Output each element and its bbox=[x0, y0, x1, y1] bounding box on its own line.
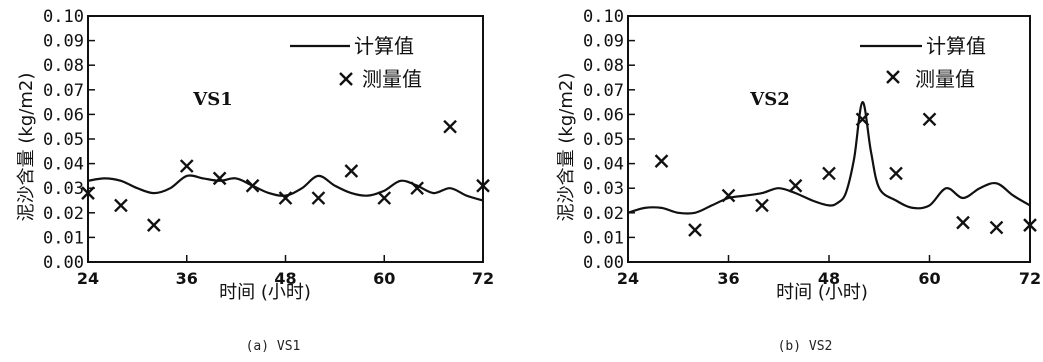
legend-label-calculated: 计算值 bbox=[354, 34, 414, 58]
data-point-measured bbox=[788, 178, 803, 193]
x-axis-title: 时间 (小时) bbox=[219, 282, 311, 303]
data-point-measured bbox=[410, 181, 425, 196]
legend-label-measured: 测量值 bbox=[362, 67, 422, 91]
data-point-measured bbox=[179, 159, 194, 173]
data-point-measured bbox=[278, 191, 293, 205]
y-tick-label: 0.09 bbox=[583, 32, 624, 52]
y-tick-label: 0.07 bbox=[583, 81, 624, 101]
x-tick-label: 72 bbox=[1019, 269, 1041, 288]
y-tick-label: 0.05 bbox=[583, 130, 624, 150]
data-point-measured bbox=[721, 188, 736, 203]
data-point-measured bbox=[922, 112, 937, 127]
data-point-measured bbox=[377, 191, 392, 205]
y-tick-label: 0.01 bbox=[43, 228, 84, 248]
y-tick-label: 0.07 bbox=[43, 81, 84, 101]
chart-title: VS1 bbox=[192, 89, 233, 110]
y-tick-label: 0.03 bbox=[43, 179, 84, 199]
data-point-measured bbox=[989, 220, 1004, 235]
caption: (a) VS1 bbox=[246, 339, 301, 354]
y-tick-label: 0.08 bbox=[583, 56, 624, 76]
y-tick-label: 0.09 bbox=[43, 32, 84, 52]
y-tick-label: 0.08 bbox=[43, 56, 84, 76]
series-line-calculated bbox=[627, 100, 1031, 215]
y-tick-label: 0.02 bbox=[43, 204, 84, 224]
x-tick-label: 36 bbox=[176, 269, 198, 288]
y-tick-label: 0.05 bbox=[43, 130, 84, 150]
y-tick-label: 0.06 bbox=[583, 105, 624, 125]
x-tick-label: 60 bbox=[373, 269, 395, 288]
y-tick-label: 0.10 bbox=[583, 7, 624, 27]
chart-panel-vs1: 泥沙含量 (kg/m2) 时间 (小时) VS1 计算值 测量值 (a) VS1… bbox=[16, 7, 494, 354]
x-axis-title: 时间 (小时) bbox=[776, 282, 868, 303]
y-axis-title: 泥沙含量 (kg/m2) bbox=[16, 73, 37, 222]
data-point-measured bbox=[81, 186, 95, 200]
y-axis-title: 泥沙含量 (kg/m2) bbox=[556, 73, 577, 222]
data-point-measured bbox=[654, 154, 669, 168]
chart-panel-vs2: 泥沙含量 (kg/m2) 时间 (小时) VS2 计算值 测量值 (b) VS2… bbox=[556, 7, 1041, 354]
y-tick-label: 0.04 bbox=[583, 155, 624, 175]
x-tick-label: 24 bbox=[617, 269, 639, 288]
data-point-measured bbox=[822, 166, 836, 181]
series-line-calculated bbox=[87, 174, 484, 202]
legend: 计算值 测量值 bbox=[290, 34, 422, 91]
data-point-measured bbox=[114, 198, 128, 213]
legend: 计算值 测量值 bbox=[860, 34, 986, 91]
legend-label-measured: 测量值 bbox=[915, 67, 975, 91]
legend-marker-swatch bbox=[886, 70, 900, 84]
plot-frame bbox=[87, 15, 484, 263]
data-point-measured bbox=[311, 191, 326, 205]
y-tick-label: 0.00 bbox=[583, 253, 624, 273]
legend-marker-swatch bbox=[339, 72, 353, 86]
chart-title: VS2 bbox=[749, 89, 790, 110]
data-point-measured bbox=[1023, 218, 1037, 232]
data-point-measured bbox=[476, 178, 490, 193]
data-point-measured bbox=[688, 223, 702, 237]
x-tick-label: 48 bbox=[818, 269, 840, 288]
legend-label-calculated: 计算值 bbox=[926, 34, 986, 58]
x-tick-label: 36 bbox=[717, 269, 739, 288]
x-tick-label: 48 bbox=[274, 269, 296, 288]
data-point-measured bbox=[344, 164, 359, 178]
y-tick-label: 0.02 bbox=[583, 204, 624, 224]
data-point-measured bbox=[212, 171, 227, 186]
y-tick-label: 0.10 bbox=[43, 7, 84, 27]
x-tick-label: 24 bbox=[77, 269, 99, 288]
y-tick-label: 0.01 bbox=[583, 228, 624, 248]
x-tick-label: 60 bbox=[918, 269, 940, 288]
data-point-measured bbox=[855, 112, 870, 127]
data-point-measured bbox=[889, 166, 903, 181]
y-tick-label: 0.06 bbox=[43, 105, 84, 125]
data-point-measured bbox=[245, 178, 260, 193]
y-tick-label: 0.04 bbox=[43, 155, 84, 175]
caption: (b) VS2 bbox=[778, 339, 833, 354]
data-point-measured bbox=[443, 119, 457, 134]
y-tick-label: 0.00 bbox=[43, 253, 84, 273]
data-point-measured bbox=[755, 198, 769, 213]
y-tick-label: 0.03 bbox=[583, 179, 624, 199]
data-point-measured bbox=[956, 215, 970, 230]
data-point-measured bbox=[146, 218, 161, 232]
x-tick-label: 72 bbox=[472, 269, 494, 288]
